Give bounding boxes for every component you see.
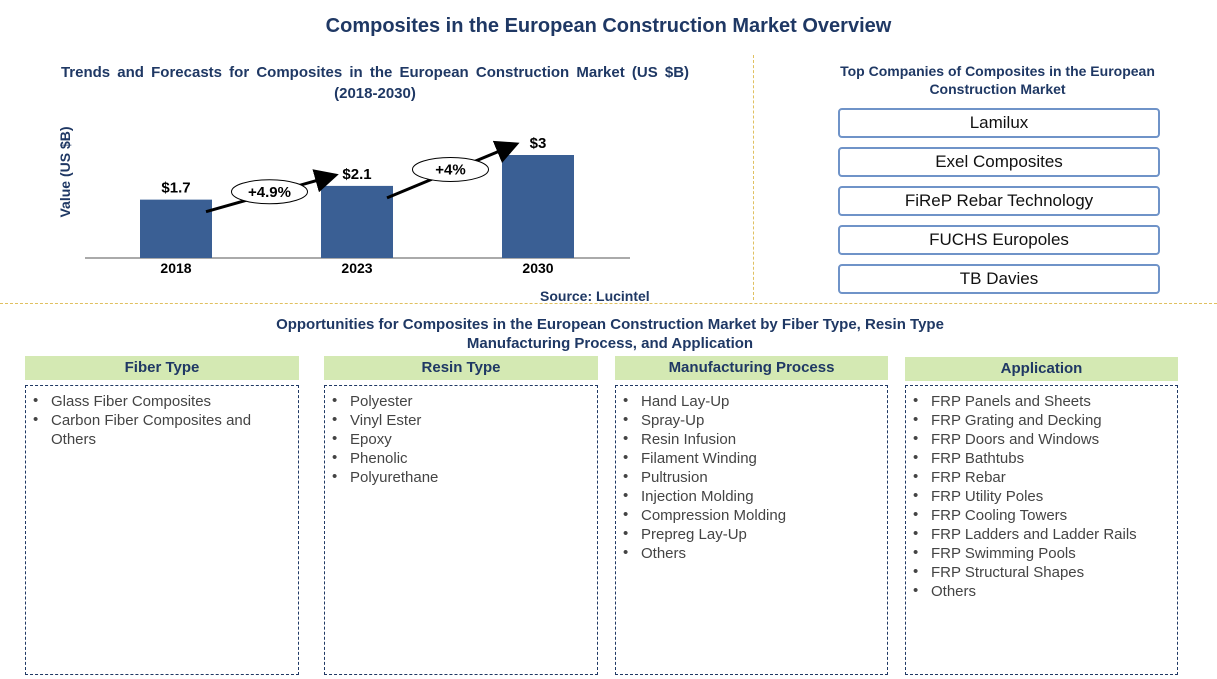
bar bbox=[502, 155, 574, 258]
divider bbox=[0, 303, 1217, 304]
list-item: Epoxy bbox=[350, 431, 392, 448]
opportunities-title: Opportunities for Composites in the Euro… bbox=[276, 316, 944, 352]
y-axis-label: Value (US $B) bbox=[57, 126, 73, 217]
bar bbox=[321, 185, 393, 258]
column-heading: Fiber Type bbox=[25, 356, 299, 380]
value-label: $2.1 bbox=[342, 166, 371, 183]
bullet: • bbox=[33, 411, 39, 428]
bar bbox=[140, 199, 212, 258]
bullet: • bbox=[332, 392, 338, 409]
bullet: • bbox=[913, 506, 919, 523]
x-tick-label: 2030 bbox=[522, 260, 553, 276]
list-item: Resin Infusion bbox=[641, 431, 737, 448]
column-box bbox=[905, 385, 1178, 675]
list-item: FRP Grating and Decking bbox=[931, 412, 1102, 429]
growth-label: +4.9% bbox=[248, 184, 291, 201]
bullet: • bbox=[913, 411, 919, 428]
company: Lamilux bbox=[838, 108, 1160, 138]
list-item: Compression Molding bbox=[641, 507, 787, 524]
bullet: • bbox=[913, 582, 919, 599]
list-item: Others bbox=[931, 583, 977, 600]
column-heading: Manufacturing Process bbox=[615, 356, 888, 380]
company: Exel Composites bbox=[838, 147, 1160, 177]
list-item: FRP Structural Shapes bbox=[931, 564, 1085, 581]
bullet: • bbox=[913, 468, 919, 485]
list-item: FRP Panels and Sheets bbox=[931, 393, 1091, 410]
bullet: • bbox=[913, 430, 919, 447]
bullet: • bbox=[623, 392, 629, 409]
company: FiReP Rebar Technology bbox=[838, 186, 1160, 216]
bullet: • bbox=[623, 411, 629, 428]
bullet: • bbox=[623, 506, 629, 523]
list-item: Vinyl Ester bbox=[350, 412, 422, 429]
x-tick-label: 2018 bbox=[160, 260, 191, 276]
bullet: • bbox=[913, 487, 919, 504]
column-heading: Application bbox=[905, 357, 1178, 381]
list-item: FRP Rebar bbox=[931, 469, 1006, 486]
bullet: • bbox=[332, 411, 338, 428]
bullet: • bbox=[913, 544, 919, 561]
company: TB Davies bbox=[838, 264, 1160, 294]
growth-ellipse bbox=[412, 156, 489, 182]
list-item: FRP Doors and Windows bbox=[931, 431, 1100, 448]
divider bbox=[753, 55, 754, 300]
bullet: • bbox=[913, 449, 919, 466]
chart-title: Trends and Forecasts for Composites in t… bbox=[60, 64, 690, 102]
growth-label: +4% bbox=[435, 161, 465, 178]
list-item: FRP Utility Poles bbox=[931, 488, 1044, 505]
list-item: Phenolic bbox=[350, 450, 408, 467]
list-item: Glass Fiber Composites bbox=[51, 393, 212, 410]
list-item: FRP Bathtubs bbox=[931, 450, 1025, 467]
column-box bbox=[25, 385, 299, 675]
bullet: • bbox=[332, 449, 338, 466]
list-item: Carbon Fiber Composites and Others bbox=[51, 412, 252, 448]
growth-ellipse bbox=[231, 179, 308, 205]
list-item: Polyester bbox=[350, 393, 413, 410]
list-item: Injection Molding bbox=[641, 488, 754, 505]
list-item: FRP Cooling Towers bbox=[931, 507, 1068, 524]
column-heading: Resin Type bbox=[324, 356, 598, 380]
bullet: • bbox=[913, 525, 919, 542]
column-box bbox=[615, 385, 888, 675]
list-item: FRP Swimming Pools bbox=[931, 545, 1076, 562]
list-item: Prepreg Lay-Up bbox=[641, 526, 747, 543]
companies-title: Top Companies of Composites in the Europ… bbox=[840, 63, 1155, 97]
bullet: • bbox=[623, 525, 629, 542]
x-tick-label: 2023 bbox=[341, 260, 372, 276]
bullet: • bbox=[623, 430, 629, 447]
bullet: • bbox=[33, 392, 39, 409]
source: Source: Lucintel bbox=[540, 288, 650, 304]
list-item: Hand Lay-Up bbox=[641, 393, 730, 410]
chart: Value (US $B) 2018 $1.7 2023 $2.1 2030 $3 +4.9… bbox=[57, 126, 630, 276]
list-item: Pultrusion bbox=[641, 469, 708, 486]
bullet: • bbox=[623, 544, 629, 561]
page-title: Composites in the European Construction … bbox=[325, 15, 892, 37]
bullet: • bbox=[913, 392, 919, 409]
column-box bbox=[324, 385, 598, 675]
bullet: • bbox=[623, 449, 629, 466]
bullet: • bbox=[332, 468, 338, 485]
value-label: $1.7 bbox=[161, 180, 190, 197]
list-item: Filament Winding bbox=[641, 450, 757, 467]
bullet: • bbox=[623, 487, 629, 504]
list-item: Spray-Up bbox=[641, 412, 705, 429]
bullet: • bbox=[623, 468, 629, 485]
list-item: Polyurethane bbox=[350, 469, 439, 486]
list-item: Others bbox=[641, 545, 687, 562]
bullet: • bbox=[913, 563, 919, 580]
value-label: $3 bbox=[530, 135, 547, 152]
company: FUCHS Europoles bbox=[838, 225, 1160, 255]
list-item: FRP Ladders and Ladder Rails bbox=[931, 526, 1137, 543]
bullet: • bbox=[332, 430, 338, 447]
